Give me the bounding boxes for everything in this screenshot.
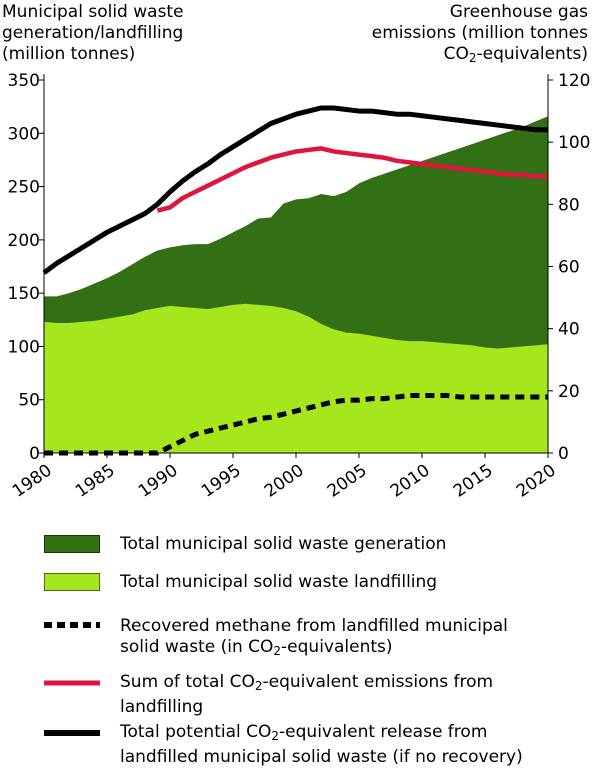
left-axis-title-line: generation/landfilling [2, 23, 184, 43]
x-tick-label: 2020 [513, 461, 560, 502]
line-layer [42, 105, 548, 456]
right-axis-title-line: CO2-equivalents) [372, 44, 588, 69]
x-tick-label: 2000 [261, 461, 308, 502]
left-tick-label: 50 [18, 391, 40, 411]
area-landfilling [44, 303, 548, 453]
line-potential [42, 105, 548, 275]
x-tick-label: 1995 [198, 461, 245, 502]
x-tick-label: 1985 [72, 461, 119, 502]
x-tick-label: 1980 [9, 461, 56, 502]
legend-text: solid waste (in CO [120, 637, 274, 657]
legend-text: -equivalent emissions from [262, 672, 494, 692]
right-tick-label: 20 [558, 382, 580, 402]
legend-label: Total municipal solid waste generation [120, 534, 447, 554]
right-axis-title-text: CO [443, 44, 469, 64]
legend-label-line: Total potential CO2-equivalent release f… [120, 722, 580, 747]
legend-label: Recovered methane from landfilled munici… [120, 616, 580, 662]
line-recovered [44, 393, 548, 456]
right-tick-label: 0 [558, 444, 569, 464]
left-axis-title-line: (million tonnes) [2, 44, 136, 64]
left-tick-label: 150 [8, 284, 40, 304]
right-axis-title: Greenhouse gas emissions (million tonnes… [372, 2, 588, 69]
right-tick-label: 120 [558, 71, 590, 91]
right-tick-label: 60 [558, 258, 580, 278]
subscript: 2 [273, 644, 282, 658]
right-tick-label: 100 [558, 133, 590, 153]
subscript: 2 [468, 51, 477, 65]
legend-label-line: Recovered methane from landfilled munici… [120, 616, 508, 636]
legend-text: Total potential CO [120, 722, 272, 742]
legend-text: -equivalents) [281, 637, 393, 657]
subscript: 2 [254, 679, 263, 693]
x-tick-label: 2010 [387, 461, 434, 502]
legend-swatch-sum [44, 680, 100, 686]
x-tick-label: 2015 [450, 461, 497, 502]
legend-label: Total potential CO2-equivalent release f… [120, 722, 580, 768]
legend-label-line: landfilled municipal solid waste (if no … [120, 747, 523, 767]
legend-swatch-potential [44, 730, 100, 736]
left-tick-label: 300 [8, 124, 40, 144]
area-layer [44, 116, 548, 453]
right-tick-label: 40 [558, 320, 580, 340]
legend-label-line: Sum of total CO2-equivalent emissions fr… [120, 672, 580, 697]
right-axis-title-line: emissions (million tonnes [371, 23, 588, 43]
legend-label-line: landfilling [120, 697, 204, 717]
legend-text: Sum of total CO [120, 672, 255, 692]
x-tick-label: 1990 [135, 461, 182, 502]
line-sum [156, 146, 548, 213]
left-axis-title-line: Municipal solid waste [2, 2, 184, 22]
legend-text: -equivalent release from [279, 722, 488, 742]
right-tick-label: 80 [558, 195, 580, 215]
legend-swatch-recovered [44, 622, 100, 628]
right-axis-title-line: Greenhouse gas [449, 2, 588, 22]
right-axis-title-text: -equivalents) [476, 44, 588, 64]
left-tick-label: 100 [8, 337, 40, 357]
legend-label: Sum of total CO2-equivalent emissions fr… [120, 672, 580, 718]
left-tick-label: 250 [8, 178, 40, 198]
chart: 0 50 100 150 200 250 300 350 0 20 40 60 80 100 120 1980… [8, 71, 591, 502]
left-axis-title: Municipal solid waste generation/landfil… [2, 2, 184, 65]
left-tick-label: 350 [8, 71, 40, 91]
left-tick-label: 200 [8, 231, 40, 251]
left-tick-label: 0 [29, 444, 40, 464]
x-tick-label: 2005 [324, 461, 371, 502]
subscript: 2 [271, 729, 280, 743]
legend-swatch-generation [44, 535, 100, 553]
legend-label: Total municipal solid waste landfilling [120, 572, 438, 592]
legend-label-line: solid waste (in CO2-equivalents) [120, 637, 580, 662]
legend-swatch-landfilling [44, 573, 100, 591]
